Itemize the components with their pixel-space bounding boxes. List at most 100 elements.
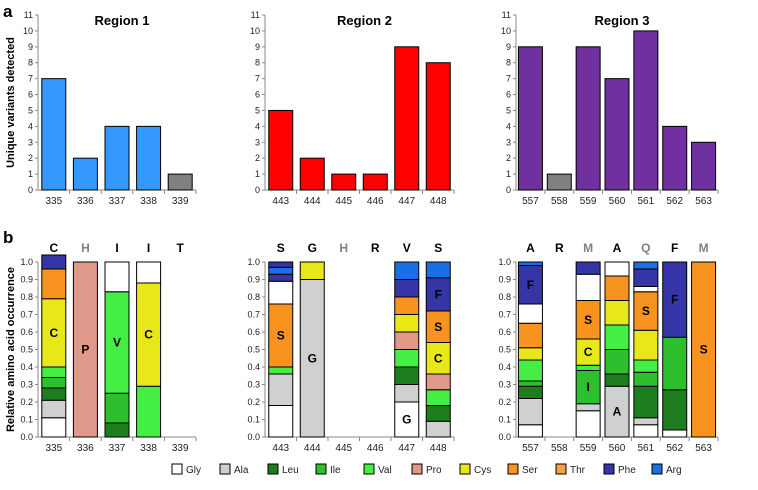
y-tick-label: 0.0 — [498, 432, 511, 442]
x-tick-label: 335 — [45, 196, 62, 207]
segment-phe-443 — [268, 261, 294, 268]
segment-pro-448 — [425, 373, 451, 391]
panel-b-label: b — [3, 228, 13, 247]
segment-leu-561 — [633, 385, 659, 419]
segment-label-337: V — [113, 336, 121, 350]
y-tick-label: 0.3 — [247, 380, 260, 390]
bar-447 — [394, 46, 420, 191]
y-tick-label: 0.9 — [247, 275, 260, 285]
segment-leu-335 — [41, 387, 67, 401]
segment-ile-335 — [41, 377, 67, 389]
x-tick-label: 336 — [77, 443, 94, 454]
y-tick-label: 7 — [506, 74, 511, 84]
bar-558 — [546, 173, 572, 191]
wildtype-residue-557: A — [526, 241, 535, 255]
y-tick-label: 6 — [28, 90, 33, 100]
segment-gly-559 — [575, 273, 601, 301]
segment-ala-559 — [575, 403, 601, 412]
segment-ala-448 — [425, 420, 451, 438]
segment-gly-443 — [268, 280, 294, 305]
y-tick-label: 0.5 — [247, 345, 260, 355]
x-tick-label: 447 — [398, 196, 415, 207]
segment-label-448: C — [434, 351, 443, 365]
y-tick-label: 1.0 — [498, 257, 511, 267]
segment-cys-447 — [394, 314, 420, 333]
x-tick-label: 557 — [522, 196, 539, 207]
x-tick-label: 339 — [172, 196, 189, 207]
x-tick-label: 558 — [551, 443, 568, 454]
wildtype-residue-558: R — [555, 241, 564, 255]
segment-label-335: C — [49, 326, 58, 340]
segment-ile-560 — [604, 349, 630, 375]
y-tick-label: 9 — [506, 42, 511, 52]
segment-label-447: G — [402, 413, 411, 427]
segment-arg-557 — [517, 261, 543, 266]
legend-label-ala: Ala — [234, 465, 249, 476]
x-tick-label: 445 — [335, 443, 352, 454]
x-tick-label: 447 — [398, 443, 415, 454]
segment-pro-447 — [394, 331, 420, 350]
segment-cys-338 — [136, 282, 162, 387]
wildtype-residue-563: M — [699, 241, 709, 255]
y-tick-label: 0 — [506, 185, 511, 195]
bar-561 — [633, 30, 659, 191]
bar-444 — [299, 157, 325, 191]
bar-559 — [575, 46, 601, 191]
legend-label-arg: Arg — [666, 465, 682, 476]
segment-gly-561 — [633, 286, 659, 293]
y-tick-label: 4 — [255, 121, 260, 131]
legend-label-ser: Ser — [522, 465, 538, 476]
wildtype-residue-446: R — [371, 241, 380, 255]
y-tick-label: 1.0 — [20, 257, 33, 267]
y-tick-label: 0.7 — [498, 310, 511, 320]
y-tick-label: 0.2 — [498, 397, 511, 407]
x-tick-label: 445 — [335, 196, 352, 207]
y-tick-label: 3 — [255, 137, 260, 147]
segment-ser-557 — [517, 322, 543, 349]
legend-swatch-val — [363, 463, 375, 475]
y-tick-label: 4 — [506, 121, 511, 131]
legend-swatch-ile — [315, 463, 327, 475]
segment-ile-557 — [517, 380, 543, 387]
segment-label-336: P — [81, 343, 89, 357]
y-tick-label: 10 — [501, 26, 511, 36]
y-tick-label: 2 — [255, 153, 260, 163]
segment-gly-562 — [662, 429, 688, 438]
segment-phe-562 — [662, 261, 688, 338]
legend-label-gly: Gly — [186, 465, 201, 476]
bar-443 — [268, 109, 294, 191]
bar-560 — [604, 78, 630, 191]
y-tick-label: 2 — [506, 153, 511, 163]
legend-swatch-arg — [651, 463, 663, 475]
segment-phe-447 — [394, 279, 420, 298]
legend-swatch-ser — [507, 463, 519, 475]
y-tick-label: 6 — [506, 90, 511, 100]
y-tick-label: 3 — [28, 137, 33, 147]
segment-gly-443 — [268, 405, 294, 438]
x-tick-label: 559 — [580, 443, 597, 454]
segment-val-560 — [604, 324, 630, 350]
segment-label-559: I — [586, 380, 589, 394]
bar-446 — [362, 173, 388, 191]
segment-ala-444 — [299, 279, 325, 438]
y-tick-label: 11 — [24, 10, 33, 20]
segment-ala-557 — [517, 398, 543, 426]
legend-swatch-pro — [411, 463, 423, 475]
segment-label-444: G — [308, 351, 317, 365]
segment-cys-561 — [633, 329, 659, 361]
segment-label-557: F — [527, 278, 534, 292]
y-tick-label: 0.4 — [247, 362, 260, 372]
legend-swatch-cys — [459, 463, 471, 475]
segment-val-557 — [517, 359, 543, 382]
y-tick-label: 0.3 — [20, 380, 33, 390]
x-tick-label: 444 — [304, 196, 321, 207]
wildtype-residue-562: F — [671, 241, 678, 255]
segment-ala-560 — [604, 385, 630, 438]
y-tick-label: 0.6 — [498, 327, 511, 337]
x-tick-label: 443 — [272, 196, 289, 207]
y-tick-label: 0.7 — [20, 310, 33, 320]
y-tick-label: 11 — [251, 10, 260, 20]
y-tick-label: 0 — [28, 185, 33, 195]
x-tick-label: 448 — [430, 196, 447, 207]
legend-swatch-leu — [267, 463, 279, 475]
